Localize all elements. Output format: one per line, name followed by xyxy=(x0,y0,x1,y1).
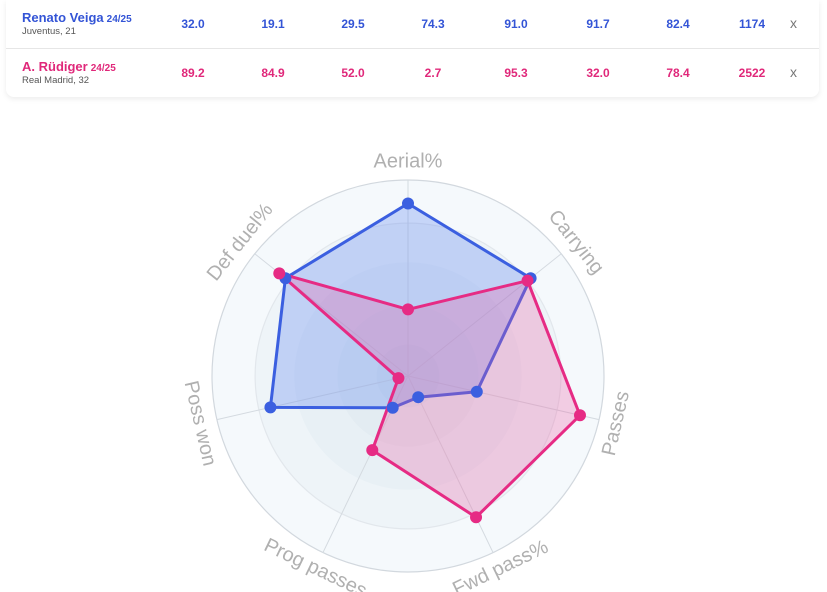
series-2-point[interactable] xyxy=(573,409,586,422)
stat-cell: 32.0 xyxy=(586,66,610,80)
stat-cell: 29.5 xyxy=(341,17,365,31)
series-1-point[interactable] xyxy=(386,401,399,414)
series-1-point[interactable] xyxy=(470,385,483,398)
series-polygon-2 xyxy=(277,271,582,519)
stat-cell: 95.3 xyxy=(504,66,528,80)
radar-spoke xyxy=(407,253,562,377)
radar-spoke xyxy=(216,375,409,421)
stat-cell: 2.7 xyxy=(424,66,442,80)
stat-cell: 91.7 xyxy=(586,17,610,31)
stat-cell: 82.4 xyxy=(666,17,690,31)
stat-cell: 32.0 xyxy=(181,17,205,31)
player-name[interactable]: Renato Veiga 24/25 xyxy=(22,10,132,25)
remove-player-button[interactable]: x xyxy=(790,64,797,80)
stat-cell: 78.4 xyxy=(666,66,690,80)
player-season: 24/25 xyxy=(90,63,116,74)
player-team-age: Juventus, 21 xyxy=(22,26,76,37)
series-2-point[interactable] xyxy=(470,511,483,524)
stat-cell: 19.1 xyxy=(261,17,285,31)
radar-gridlines xyxy=(216,180,600,553)
series-1-point[interactable] xyxy=(402,197,414,210)
radar-spoke xyxy=(407,375,494,553)
series-2-point[interactable] xyxy=(402,303,414,316)
axis-label: Aerial% xyxy=(374,150,443,172)
player-comparison-table: Renato Veiga 24/25 Juventus, 21 32.0 19.1… xyxy=(6,0,819,97)
series-2-point[interactable] xyxy=(366,444,379,457)
stat-cell: 52.0 xyxy=(341,66,365,80)
remove-player-button[interactable]: x xyxy=(790,15,797,31)
player-team-age: Real Madrid, 32 xyxy=(22,75,90,86)
radar-spoke xyxy=(407,375,600,421)
series-2-point[interactable] xyxy=(273,267,286,280)
stat-cell: 84.9 xyxy=(261,66,285,80)
series-1-point[interactable] xyxy=(264,401,277,414)
series-2-point[interactable] xyxy=(392,372,405,385)
player-row-1: Renato Veiga 24/25 Juventus, 21 32.0 19.1… xyxy=(6,0,819,49)
series-polygon-1 xyxy=(268,202,533,410)
axis-label: Passes xyxy=(598,389,634,458)
player-name[interactable]: A. Rüdiger 24/25 xyxy=(22,59,116,74)
series-1-point[interactable] xyxy=(412,391,425,404)
stat-cell: 74.3 xyxy=(421,17,445,31)
stat-cell: 89.2 xyxy=(181,66,205,80)
stat-cell: 1174 xyxy=(738,17,766,31)
stat-cell: 91.0 xyxy=(504,17,528,31)
stat-cell: 2522 xyxy=(738,66,766,80)
player-season: 24/25 xyxy=(106,14,132,25)
series-2-point[interactable] xyxy=(521,274,534,287)
radar-series xyxy=(264,197,586,524)
player-row-2: A. Rüdiger 24/25 Real Madrid, 32 89.2 84.… xyxy=(6,49,819,97)
